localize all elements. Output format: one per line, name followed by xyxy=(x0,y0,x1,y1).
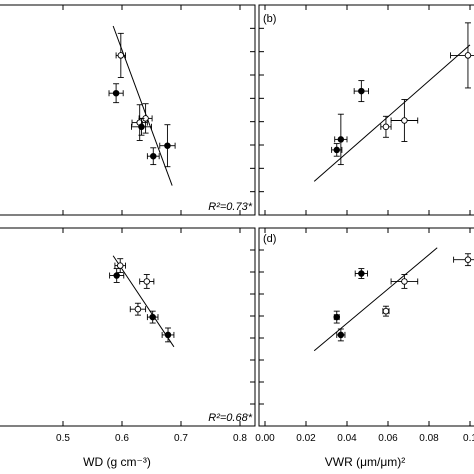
x-tick-label: 0.06 xyxy=(378,433,398,444)
panel-b-regression-line xyxy=(313,44,471,182)
open-data-point xyxy=(464,256,472,263)
filled-data-point xyxy=(337,331,345,339)
x-tick-label: 0.7 xyxy=(174,433,188,444)
panel-c: R²=0.68* xyxy=(0,227,256,427)
open-data-point xyxy=(134,305,142,313)
x-axis-title-vwr: VWR (μm/μm)² xyxy=(325,455,405,469)
open-data-point xyxy=(464,52,472,59)
panel-b: (b) xyxy=(258,4,474,216)
panel-d-label: (d) xyxy=(263,233,276,245)
x-tick-label: 0.04 xyxy=(337,433,357,444)
open-data-point xyxy=(143,278,151,285)
panel-a-frame xyxy=(0,4,256,216)
filled-data-point xyxy=(358,270,365,277)
open-data-point xyxy=(117,52,125,59)
x-tick-label: 0.02 xyxy=(296,433,316,444)
x-axis-title-wd: WD (g cm⁻³) xyxy=(83,455,151,469)
x-tick-label: 0.6 xyxy=(115,433,129,444)
panel-a: R²=0.73* xyxy=(0,4,256,216)
panel-a-r2-label: R²=0.73* xyxy=(208,201,252,213)
open-data-point xyxy=(382,123,390,131)
filled-data-point xyxy=(164,331,172,339)
filled-data-point xyxy=(337,136,345,143)
panel-d-regression-line xyxy=(313,247,438,352)
x-tick-label: 0.08 xyxy=(419,433,439,444)
x-tick-label: 0.00 xyxy=(255,433,275,444)
filled-data-point xyxy=(149,313,156,321)
panel-a-regression-line xyxy=(112,25,173,186)
panel-c-frame xyxy=(0,227,256,427)
panel-d: (d) xyxy=(258,227,474,427)
panel-b-frame xyxy=(258,4,474,216)
filled-data-point xyxy=(150,152,157,160)
x-tick-label: 0.8 xyxy=(233,433,247,444)
filled-data-point xyxy=(112,89,120,97)
filled-data-point xyxy=(333,313,341,321)
open-data-point xyxy=(116,262,124,269)
open-data-point xyxy=(382,307,390,315)
filled-data-point xyxy=(113,272,120,279)
x-tick-label: 0.5 xyxy=(56,433,70,444)
filled-data-point xyxy=(358,87,365,95)
filled-data-point xyxy=(333,146,341,154)
panel-c-regression-line xyxy=(112,255,175,348)
open-data-point xyxy=(401,117,408,124)
panel-b-label: (b) xyxy=(263,13,276,25)
filled-data-point xyxy=(138,123,145,131)
panel-c-r2-label: R²=0.68* xyxy=(208,412,252,424)
filled-data-point xyxy=(164,142,171,149)
x-tick-label: 0.1 xyxy=(463,433,474,444)
open-data-point xyxy=(401,278,408,285)
panel-d-frame xyxy=(258,227,474,427)
